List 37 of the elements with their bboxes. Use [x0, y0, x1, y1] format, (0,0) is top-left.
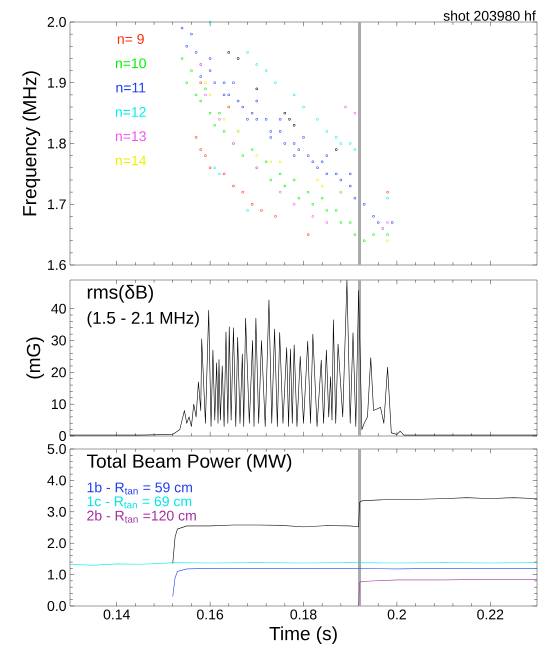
x-tick-label: 0.18 [290, 610, 317, 620]
y-tick-label: 1.0 [48, 570, 66, 580]
x-tick-label: 0.14 [104, 610, 130, 620]
y-tick-label: 1.7 [48, 199, 66, 210]
y-tick-label: 10 [52, 399, 66, 410]
text: 1b - R$_{tan}$ = 59 cm [88, 482, 192, 494]
y-tick-label: 4.0 [47, 475, 66, 486]
chart-title: Total Beam Power (MW) [86, 454, 292, 472]
y-tick-label: 1.8 [48, 138, 66, 148]
y-tick-label: 0.0 [48, 601, 66, 611]
text: 2b - R$_{tan}$ =120 cm [87, 510, 196, 523]
y-tick-label: 2.0 [48, 17, 66, 27]
text: n=10 [116, 58, 146, 68]
y-tick-label: 40 [51, 304, 66, 314]
y-tick-label: 5.0 [48, 444, 66, 454]
text: (1.5 - 2.1 MHz) [88, 311, 199, 328]
y-tick-label: 0 [59, 431, 66, 441]
y-tick-label: 30 [51, 336, 66, 346]
text: 1c - R$_{tan}$ = 69 cm [88, 496, 192, 508]
y-axis-title: (mG) [26, 338, 44, 378]
text: shot 203980 hf [444, 10, 536, 21]
y-tick-label: 2.0 [48, 538, 66, 548]
text: n= 9 [118, 34, 144, 44]
text: n=12 [116, 107, 146, 117]
chart-title: rms(δB) [88, 284, 153, 303]
text: n=11 [116, 82, 146, 92]
y-tick-label: 1.6 [48, 260, 66, 270]
text: n=14 [116, 156, 146, 166]
x-axis-title: Time (s) [269, 626, 337, 644]
y-tick-label: 1.9 [48, 78, 66, 88]
x-tick-label: 0.22 [477, 610, 504, 620]
y-tick-label: 3.0 [48, 506, 66, 517]
text: n=13 [116, 131, 146, 142]
y-tick-label: 20 [52, 367, 66, 378]
y-axis-title: Frequency (MHz) [22, 71, 40, 216]
x-tick-label: 0.2 [388, 610, 406, 620]
x-tick-label: 0.16 [197, 610, 224, 620]
